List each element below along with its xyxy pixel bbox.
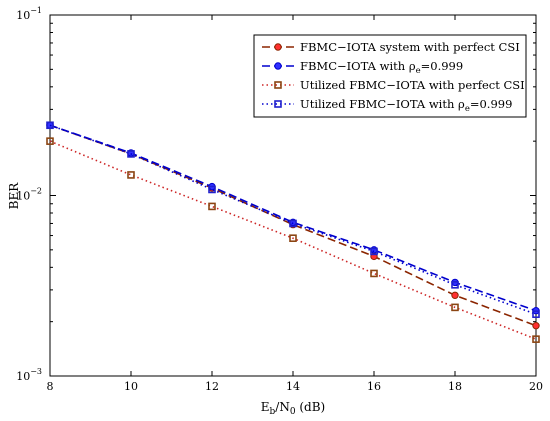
y-tick-label: 10−3 (16, 367, 42, 383)
data-point (208, 185, 216, 194)
legend-entry-4: Utilized FBMC−IOTA with ρe=0.999 (262, 97, 512, 114)
data-point (46, 121, 54, 130)
x-axis-label: Eb/N0 (dB) (261, 400, 326, 417)
data-point (274, 81, 282, 89)
data-point (274, 43, 282, 51)
data-point (370, 247, 378, 256)
y-tick-label: 10−2 (16, 187, 42, 203)
legend-entry-2: FBMC−IOTA with ρe=0.999 (262, 59, 463, 76)
data-point (208, 202, 216, 211)
series-line (49, 124, 537, 315)
data-point (370, 269, 378, 278)
data-point (532, 310, 540, 318)
data-point (451, 303, 459, 312)
data-point (127, 171, 135, 179)
x-tick-label: 16 (367, 380, 381, 393)
legend-entry-3: Utilized FBMC−IOTA with perfect CSI (262, 78, 525, 92)
data-point (451, 281, 459, 289)
x-tick-label: 18 (448, 380, 462, 393)
data-point (451, 291, 459, 299)
y-tick-label: 10−1 (16, 6, 42, 22)
x-tick-label: 10 (124, 380, 138, 393)
series-layer (46, 121, 540, 343)
series-line (49, 140, 537, 340)
data-point (289, 219, 297, 228)
legend-entry-1: FBMC−IOTA system with perfect CSI (262, 40, 520, 54)
legend-label: Utilized FBMC−IOTA with perfect CSI (300, 78, 525, 92)
series-3 (46, 137, 540, 343)
data-point (127, 150, 135, 158)
series-4 (46, 121, 540, 318)
data-point (289, 234, 297, 243)
x-tick-label: 14 (286, 380, 300, 393)
legend-box (253, 34, 527, 118)
data-point (274, 62, 282, 70)
data-point (532, 321, 540, 330)
legend-label: Utilized FBMC−IOTA with ρe=0.999 (300, 97, 512, 114)
x-tick-label: 8 (47, 380, 54, 393)
data-point (274, 100, 282, 108)
y-axis-label: BER (7, 182, 21, 210)
legend-label: FBMC−IOTA system with perfect CSI (300, 40, 520, 54)
x-tick-label: 12 (205, 380, 219, 393)
axis-ticks: 8 10 12 14 16 18 20 10−1 10−2 10−3 (16, 6, 543, 393)
legend-label: FBMC−IOTA with ρe=0.999 (300, 59, 463, 76)
x-tick-label: 20 (529, 380, 543, 393)
legend: FBMC−IOTA system with perfect CSI FBMC−IO… (253, 34, 527, 118)
data-point (532, 335, 540, 343)
data-point (46, 137, 54, 145)
